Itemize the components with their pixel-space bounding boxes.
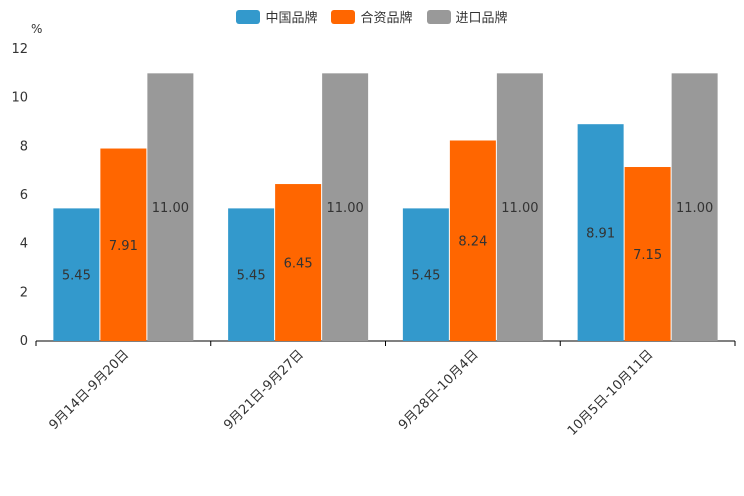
legend-swatch-jv	[331, 9, 356, 24]
bar	[402, 208, 449, 341]
bar	[671, 73, 718, 341]
legend: 中国品牌 合资品牌 进口品牌	[0, 7, 744, 26]
bar	[275, 184, 322, 341]
bar-value-label: 5.45	[237, 269, 266, 284]
legend-swatch-china	[236, 9, 261, 24]
bar	[147, 73, 194, 341]
bar-value-label: 6.45	[284, 257, 313, 272]
bar	[624, 167, 671, 341]
bar-value-label: 5.45	[62, 269, 91, 284]
y-tick-label: 0	[20, 334, 28, 349]
legend-label-china: 中国品牌	[265, 11, 318, 26]
bar	[449, 140, 496, 341]
x-category-label: 9月14日-9月20日	[46, 347, 132, 433]
bar-value-label: 11.00	[327, 201, 364, 216]
legend-item-import[interactable]: 进口品牌	[426, 7, 508, 26]
legend-label-jv: 合资品牌	[360, 11, 413, 26]
x-category-label: 10月5日-10月11日	[565, 347, 657, 439]
y-tick-label: 4	[20, 237, 28, 252]
bar	[496, 73, 543, 341]
legend-item-jv[interactable]: 合资品牌	[331, 7, 413, 26]
bar-value-label: 11.00	[676, 201, 713, 216]
bar	[577, 124, 624, 341]
bar-value-label: 8.24	[458, 235, 487, 250]
legend-item-china[interactable]: 中国品牌	[236, 7, 317, 26]
x-category-label: 9月21日-9月27日	[221, 347, 307, 433]
y-tick-label: 8	[20, 139, 28, 154]
bar-value-label: 8.91	[586, 227, 615, 242]
x-category-label: 9月28日-10月4日	[396, 347, 482, 433]
bar	[100, 148, 147, 341]
legend-swatch-import	[426, 9, 451, 24]
y-tick-label: 12	[11, 42, 28, 57]
y-tick-label: 10	[11, 91, 28, 106]
y-tick-label: 2	[20, 285, 28, 300]
y-axis-unit: %	[31, 22, 43, 36]
bar-value-label: 5.45	[411, 269, 440, 284]
bar-value-label: 7.91	[109, 239, 138, 254]
bar-value-label: 7.15	[633, 248, 662, 263]
bar-value-label: 11.00	[152, 201, 189, 216]
legend-label-import: 进口品牌	[455, 11, 508, 26]
bar	[228, 208, 275, 341]
bar	[53, 208, 100, 341]
y-tick-label: 6	[20, 188, 28, 203]
bar	[322, 73, 369, 341]
bar-value-label: 11.00	[501, 201, 538, 216]
